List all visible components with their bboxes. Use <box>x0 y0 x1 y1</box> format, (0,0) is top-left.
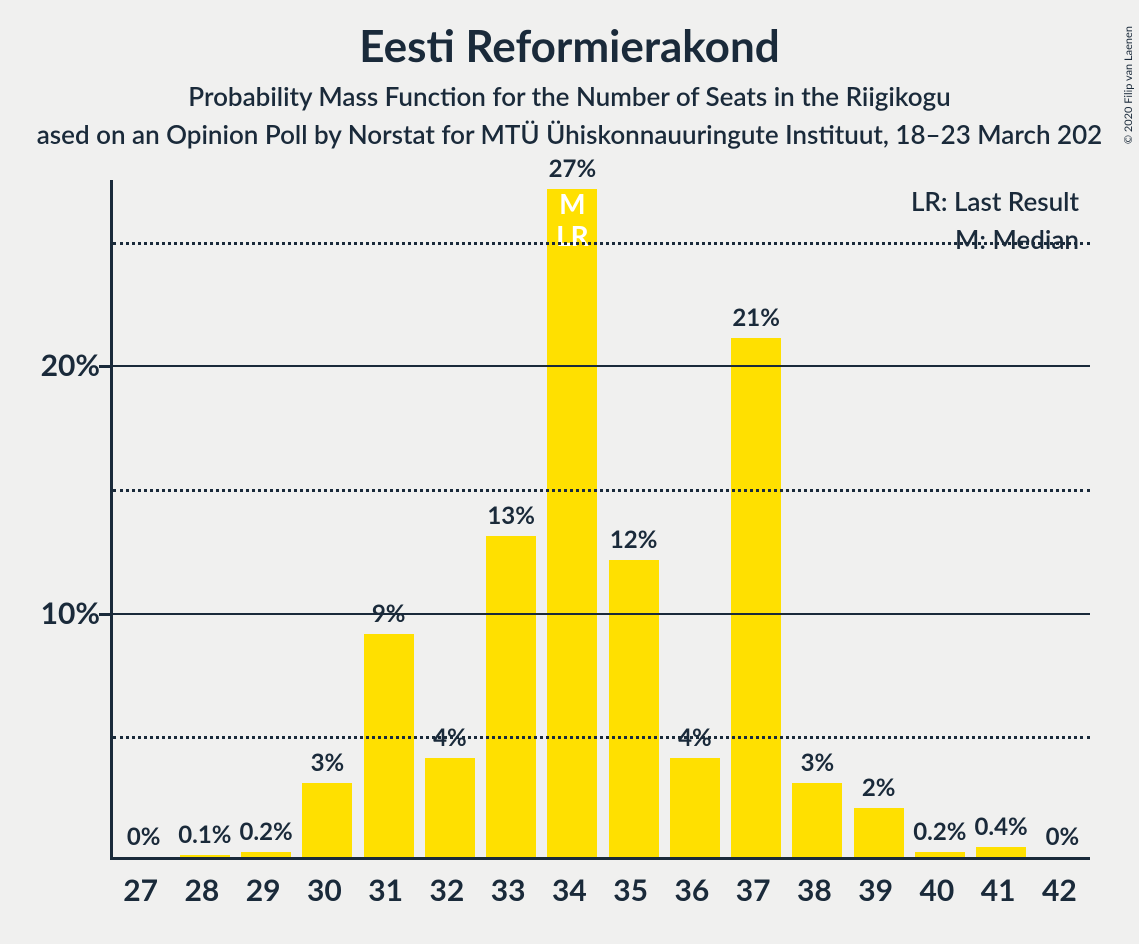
bar-value-label: 21% <box>721 303 791 332</box>
x-axis-label: 29 <box>246 872 281 908</box>
x-axis-label: 39 <box>858 872 893 908</box>
bar <box>302 783 352 857</box>
median-lr-label: LR <box>547 219 597 251</box>
gridline-minor <box>113 489 1090 492</box>
gridline-minor <box>113 736 1090 739</box>
bar <box>670 758 720 857</box>
bar-value-label: 0.2% <box>231 817 301 846</box>
bar-slot: 0% <box>1037 177 1087 857</box>
bar <box>915 852 965 857</box>
bar <box>425 758 475 857</box>
y-tick <box>99 613 113 616</box>
x-axis-label: 35 <box>613 872 648 908</box>
x-axis-label: 28 <box>184 872 219 908</box>
bar-slot: 0.2% <box>915 177 965 857</box>
bar-slot: 21% <box>731 177 781 857</box>
bar-value-label: 0.1% <box>170 820 240 849</box>
bar-slot: 3% <box>792 177 842 857</box>
bar-slot: 3% <box>302 177 352 857</box>
bar <box>731 338 781 857</box>
bar-slot: 4% <box>425 177 475 857</box>
bar-slot: 0.1% <box>180 177 230 857</box>
bar-value-label: 13% <box>476 501 546 530</box>
x-axis-label: 34 <box>552 872 587 908</box>
bar-value-label: 12% <box>598 525 668 554</box>
y-tick <box>99 365 113 368</box>
x-axis-label: 32 <box>429 872 464 908</box>
x-axis-label: 40 <box>919 872 954 908</box>
bar <box>364 634 414 857</box>
bar-value-label: 3% <box>782 748 852 777</box>
x-axis-label: 42 <box>1042 872 1077 908</box>
bar-value-label: 0% <box>1027 822 1097 851</box>
bar <box>241 852 291 857</box>
copyright: © 2020 Filip van Laenen <box>1122 26 1135 144</box>
chart-subtitle-1: Probability Mass Function for the Number… <box>0 80 1139 112</box>
gridline-major <box>113 613 1090 615</box>
bar <box>854 808 904 857</box>
bar-value-label: 3% <box>292 748 362 777</box>
x-axis-label: 27 <box>123 872 158 908</box>
bar-slot: 0% <box>119 177 169 857</box>
x-axis-label: 30 <box>307 872 342 908</box>
bar <box>976 847 1026 857</box>
x-axis-label: 38 <box>797 872 832 908</box>
bar <box>792 783 842 857</box>
bar-slot: 13% <box>486 177 536 857</box>
gridline-minor <box>113 242 1090 245</box>
median-marker: MLR <box>547 187 597 267</box>
bars-container: 0%0.1%0.2%3%9%4%13%27%MLR12%4%21%3%2%0.2… <box>113 180 1090 857</box>
bar-slot: 0.4% <box>976 177 1026 857</box>
chart: 0%0.1%0.2%3%9%4%13%27%MLR12%4%21%3%2%0.2… <box>110 180 1090 860</box>
y-axis-label: 20% <box>41 347 100 383</box>
x-axis-label: 33 <box>491 872 526 908</box>
x-axis-label: 41 <box>981 872 1016 908</box>
x-axis-label: 37 <box>736 872 771 908</box>
bar <box>609 560 659 857</box>
gridline-major <box>113 365 1090 367</box>
median-m-label: M <box>547 187 597 219</box>
plot-area: 0%0.1%0.2%3%9%4%13%27%MLR12%4%21%3%2%0.2… <box>110 180 1090 860</box>
chart-subtitle-2: ased on an Opinion Poll by Norstat for M… <box>0 118 1139 150</box>
bar-slot: 4% <box>670 177 720 857</box>
bar <box>180 855 230 857</box>
bar-slot: 0.2% <box>241 177 291 857</box>
bar-slot: 12% <box>609 177 659 857</box>
x-axis-label: 36 <box>674 872 709 908</box>
bar <box>486 536 536 857</box>
bar-value-label: 2% <box>843 773 913 802</box>
bar-value-label: 27% <box>537 154 607 183</box>
bar-slot: 27%MLR <box>547 177 597 857</box>
bar-value-label: 0% <box>108 822 178 851</box>
bar-slot: 2% <box>854 177 904 857</box>
x-axis-label: 31 <box>368 872 403 908</box>
bar <box>547 189 597 857</box>
y-axis-label: 10% <box>41 595 100 631</box>
bar-value-label: 0.2% <box>905 817 975 846</box>
bar-slot: 9% <box>364 177 414 857</box>
chart-title: Eesti Reformierakond <box>0 20 1139 72</box>
bar-value-label: 0.4% <box>966 812 1036 841</box>
